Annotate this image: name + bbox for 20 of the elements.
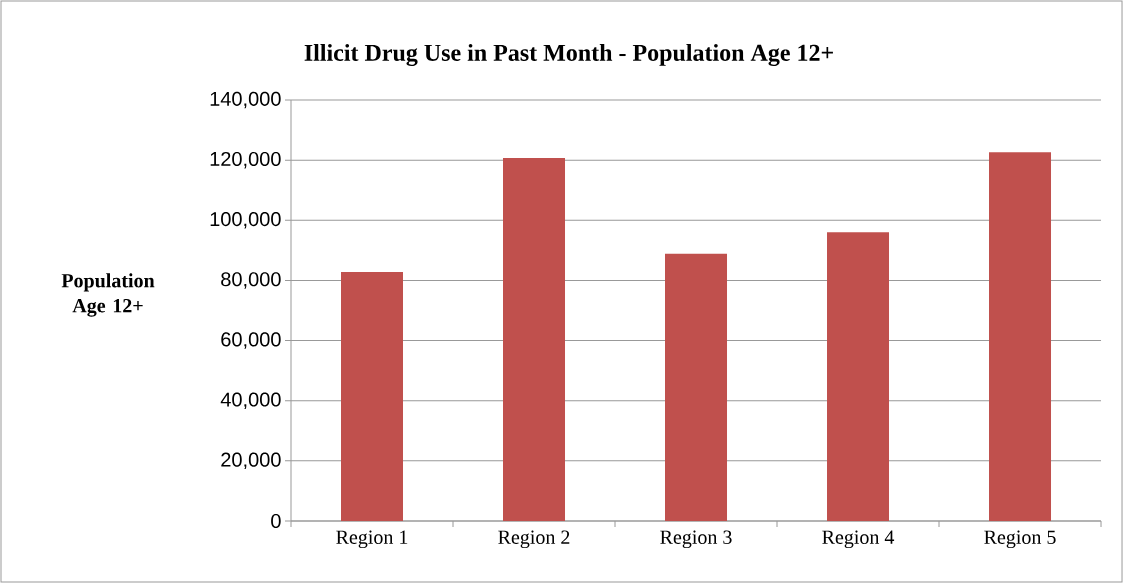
x-tick-label: Region 2 xyxy=(498,530,570,549)
bar xyxy=(989,152,1052,521)
y-axis-title: Population Age 12+ xyxy=(61,273,155,317)
y-tick-label: 20,000 xyxy=(221,452,281,470)
x-tick-label: Region 5 xyxy=(984,530,1056,549)
y-tick-label: 120,000 xyxy=(210,151,281,169)
bar xyxy=(665,253,728,521)
y-tick-label: 100,000 xyxy=(210,212,281,229)
y-tick-label: 140,000 xyxy=(210,91,281,109)
x-tick-label: Region 4 xyxy=(822,530,895,549)
y-tick-label: 40,000 xyxy=(220,392,281,409)
chart-title: Illicit Drug Use in Past Month - Population Age 12+ xyxy=(304,44,833,66)
bar xyxy=(341,272,403,521)
y-tick-label: 0 xyxy=(271,513,281,529)
x-tick-label: Region 3 xyxy=(660,530,732,549)
bar xyxy=(503,158,566,521)
x-tick-label: Region 1 xyxy=(336,530,408,549)
y-tick-label: 80,000 xyxy=(221,272,281,289)
bar xyxy=(827,232,890,521)
y-tick-label: 60,000 xyxy=(221,332,281,349)
